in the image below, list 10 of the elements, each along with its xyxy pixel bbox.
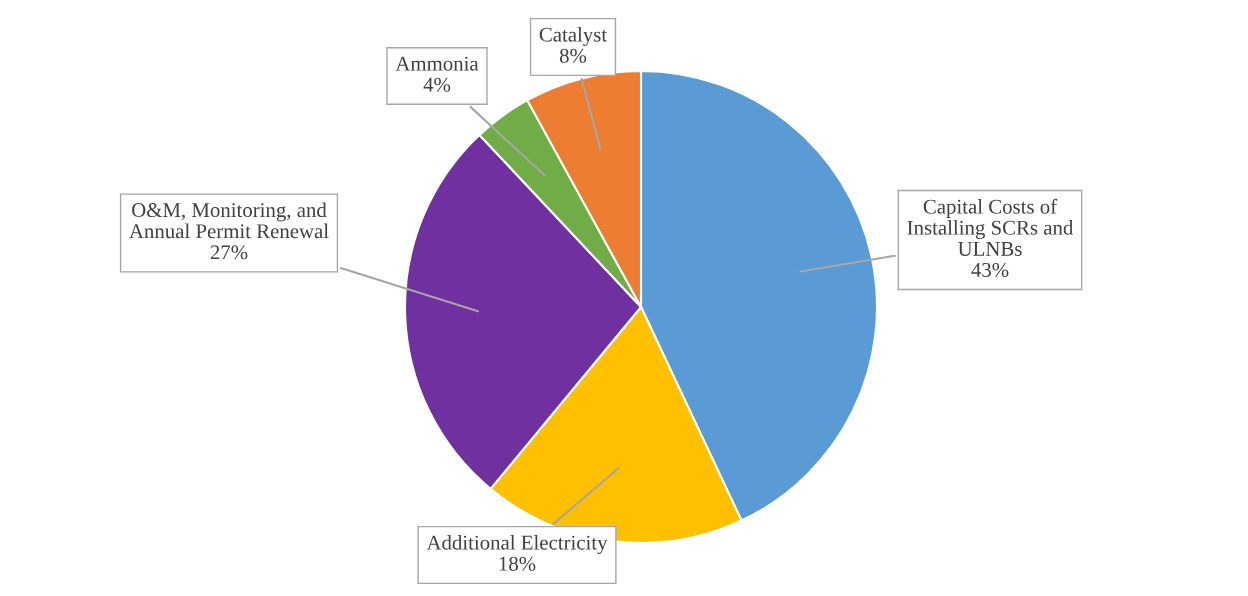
slice-label: Capital Costs of Installing SCRs and ULNBs — [907, 198, 1074, 256]
data-label: 18% — [499, 556, 536, 571]
data-label: 8% — [559, 48, 587, 63]
data-label: 43% — [971, 262, 1009, 278]
slice-label: Catalyst — [539, 26, 608, 46]
data-label: 4% — [423, 77, 451, 92]
slice-label: Ammonia — [395, 56, 479, 71]
slice-label: Additional Electricity — [426, 534, 608, 554]
slice-label: O&M, Monitoring, and Annual Permit Renewal — [129, 202, 329, 239]
data-label: 27% — [210, 245, 248, 260]
